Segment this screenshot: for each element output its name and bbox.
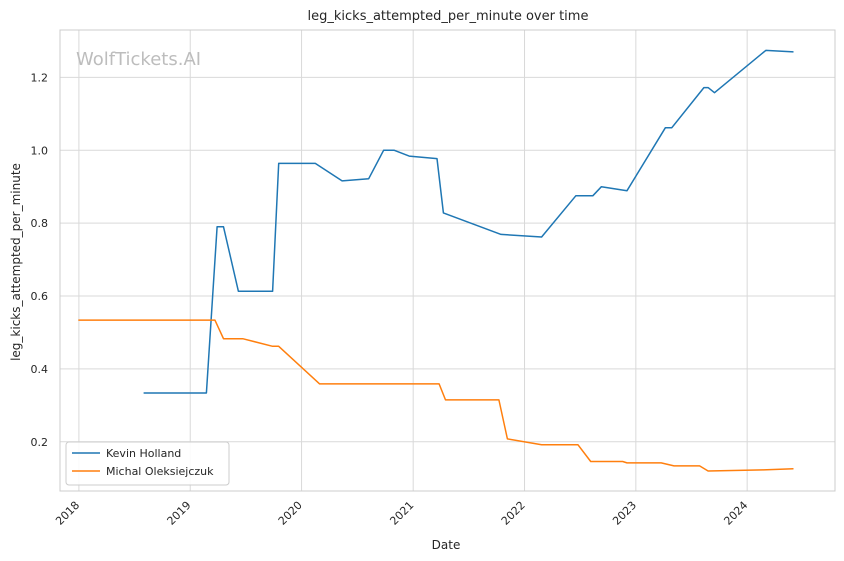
plot-frame	[59, 29, 836, 492]
y-tick-label: 0.4	[31, 363, 49, 376]
y-tick-label: 1.0	[31, 144, 49, 157]
y-axis-label: leg_kicks_attempted_per_minute	[9, 163, 23, 361]
y-tick-labels: 0.2 0.4 0.6 0.8 1.0 1.2	[31, 71, 49, 448]
legend: Kevin Holland Michal Oleksiejczuk	[65, 441, 230, 486]
x-axis-label: Date	[432, 538, 461, 552]
series-line-kevin-holland	[143, 49, 794, 394]
y-tick-label: 0.8	[31, 217, 49, 230]
y-tick-label: 1.2	[31, 71, 49, 84]
y-tick-label: 0.6	[31, 290, 49, 303]
legend-entry: Michal Oleksiejczuk	[106, 465, 214, 478]
legend-box	[65, 441, 230, 486]
watermark: WolfTickets.AI	[76, 49, 201, 70]
legend-entry: Kevin Holland	[106, 447, 181, 460]
series-line-michal-oleksiejczuk	[78, 319, 794, 472]
y-tick-label: 0.2	[31, 436, 49, 449]
chart-title: leg_kicks_attempted_per_minute over time	[308, 9, 589, 24]
series-layer	[78, 49, 794, 472]
